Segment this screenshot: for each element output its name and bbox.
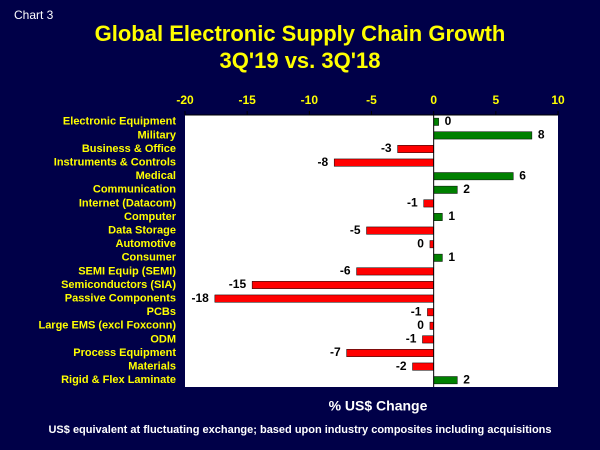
category-label: PCBs [147,306,176,318]
bar [429,321,434,330]
value-label: -3 [381,141,392,155]
x-tick-label: -5 [366,93,377,107]
category-label: Automotive [116,238,177,250]
category-label: Computer [124,211,177,223]
bar [423,199,434,208]
bar [333,158,434,167]
bar [433,376,458,385]
x-tick-label: -10 [301,93,319,107]
bar [433,213,443,221]
category-label: Passive Components [65,293,176,305]
category-label: Semiconductors (SIA) [61,279,176,291]
category-label: Process Equipment [73,347,176,359]
value-label: -5 [350,223,361,237]
category-label: Internet (Datacom) [79,197,177,209]
corner-label: Chart 3 [14,8,54,22]
bar [422,335,434,344]
value-label: -6 [340,264,351,278]
footnote: US$ equivalent at fluctuating exchange; … [48,424,551,436]
x-tick-label: 5 [492,93,499,107]
category-label: SEMI Equip (SEMI) [78,265,176,277]
bar [433,131,533,140]
plot-area [185,115,558,387]
bar [433,172,514,181]
x-tick-label: -20 [176,93,194,107]
category-label: Rigid & Flex Laminate [61,374,176,386]
value-label: 0 [417,236,424,250]
category-label: Communication [93,184,176,196]
x-axis-label: % US$ Change [329,398,428,414]
bar [251,281,434,289]
bar [214,294,434,303]
category-label: ODM [150,333,176,345]
bar [427,308,434,317]
bar [433,117,439,126]
category-label: Materials [128,361,176,373]
x-tick-label: 10 [551,93,565,107]
value-label: 0 [417,318,424,332]
category-label: Large EMS (excl Foxconn) [38,320,176,332]
value-label: 0 [445,114,452,128]
value-label: 6 [519,168,526,182]
chart-title: Global Electronic Supply Chain Growth [95,21,506,46]
category-label: Data Storage [108,225,176,237]
value-label: -1 [407,196,418,210]
value-label: 2 [463,372,470,386]
value-label: -1 [411,304,422,318]
value-label: 1 [448,209,455,223]
category-label: Consumer [122,252,177,264]
bar [412,362,434,371]
value-label: 1 [448,250,455,264]
value-label: -2 [396,359,407,373]
bar [346,349,434,357]
bar [433,185,458,194]
x-tick-label: 0 [430,93,437,107]
category-label: Medical [136,170,176,182]
category-label: Electronic Equipment [63,116,176,128]
category-label: Military [137,129,176,141]
value-label: -15 [229,277,247,291]
bar [366,226,434,235]
bar [433,253,443,262]
value-label: -8 [318,155,329,169]
chart-subtitle: 3Q'19 vs. 3Q'18 [220,48,381,73]
bar [356,267,434,276]
x-tick-label: -15 [238,93,256,107]
bar [397,145,434,153]
category-label: Instruments & Controls [54,157,176,169]
value-label: -1 [406,332,417,346]
category-label: Business & Office [82,143,176,155]
value-label: -7 [330,345,341,359]
value-label: 2 [463,182,470,196]
value-label: -18 [191,291,209,305]
bar [429,240,434,249]
value-label: 8 [538,128,545,142]
